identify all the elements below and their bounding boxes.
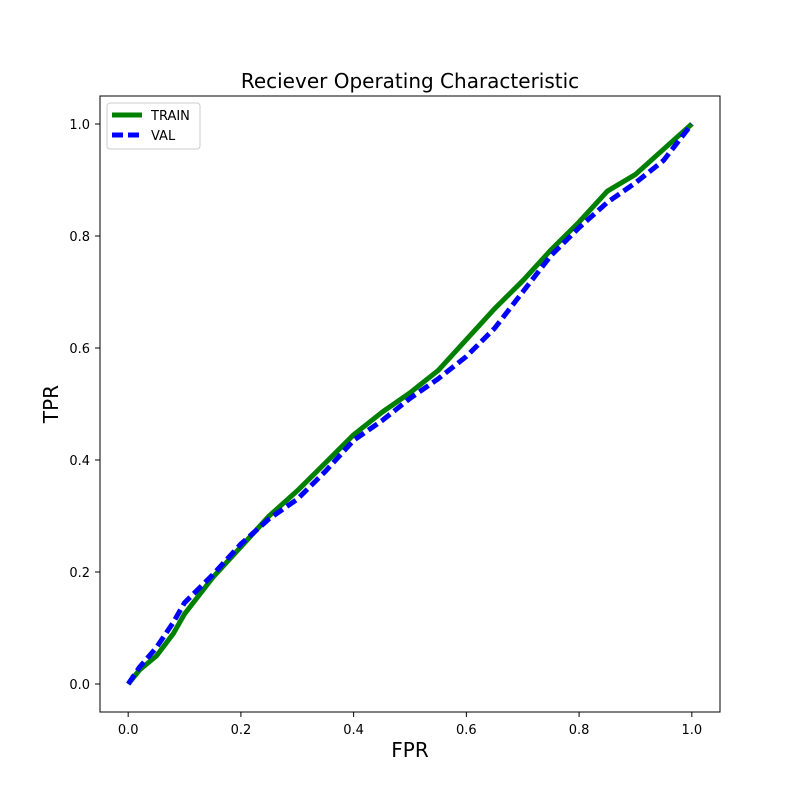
y-axis-ticks: 0.0 0.2 0.4 0.6 0.8 1.0 (69, 118, 100, 693)
x-tick-label: 0.0 (118, 723, 139, 738)
x-tick-label: 1.0 (681, 723, 702, 738)
y-tick-label: 0.8 (69, 230, 90, 245)
y-tick-label: 0.0 (69, 678, 90, 693)
y-axis-title: TPR (39, 385, 63, 424)
series-line-train (126, 122, 694, 686)
y-tick-label: 0.4 (69, 454, 90, 469)
y-tick-label: 0.2 (69, 566, 90, 581)
legend-val-label: VAL (151, 129, 176, 144)
y-tick-label: 0.6 (69, 342, 90, 357)
x-axis-title: FPR (391, 738, 429, 762)
legend-train-label: TRAIN (150, 109, 190, 124)
x-tick-label: 0.4 (343, 723, 364, 738)
x-tick-label: 0.6 (456, 723, 477, 738)
series-layer (126, 122, 694, 686)
legend: TRAIN VAL (106, 102, 201, 150)
x-tick-label: 0.8 (569, 723, 590, 738)
series-line-val (126, 122, 694, 686)
x-tick-label: 0.2 (231, 723, 252, 738)
chart-title: Reciever Operating Characteristic (241, 69, 579, 93)
plot-area: 0.0 0.2 0.4 0.6 0.8 1.0 0.0 0.2 0.4 0.6 0.8 1.0 (69, 95, 721, 738)
y-tick-label: 1.0 (69, 118, 90, 133)
x-axis-ticks: 0.0 0.2 0.4 0.6 0.8 1.0 (118, 712, 702, 738)
plot-frame (99, 95, 721, 713)
